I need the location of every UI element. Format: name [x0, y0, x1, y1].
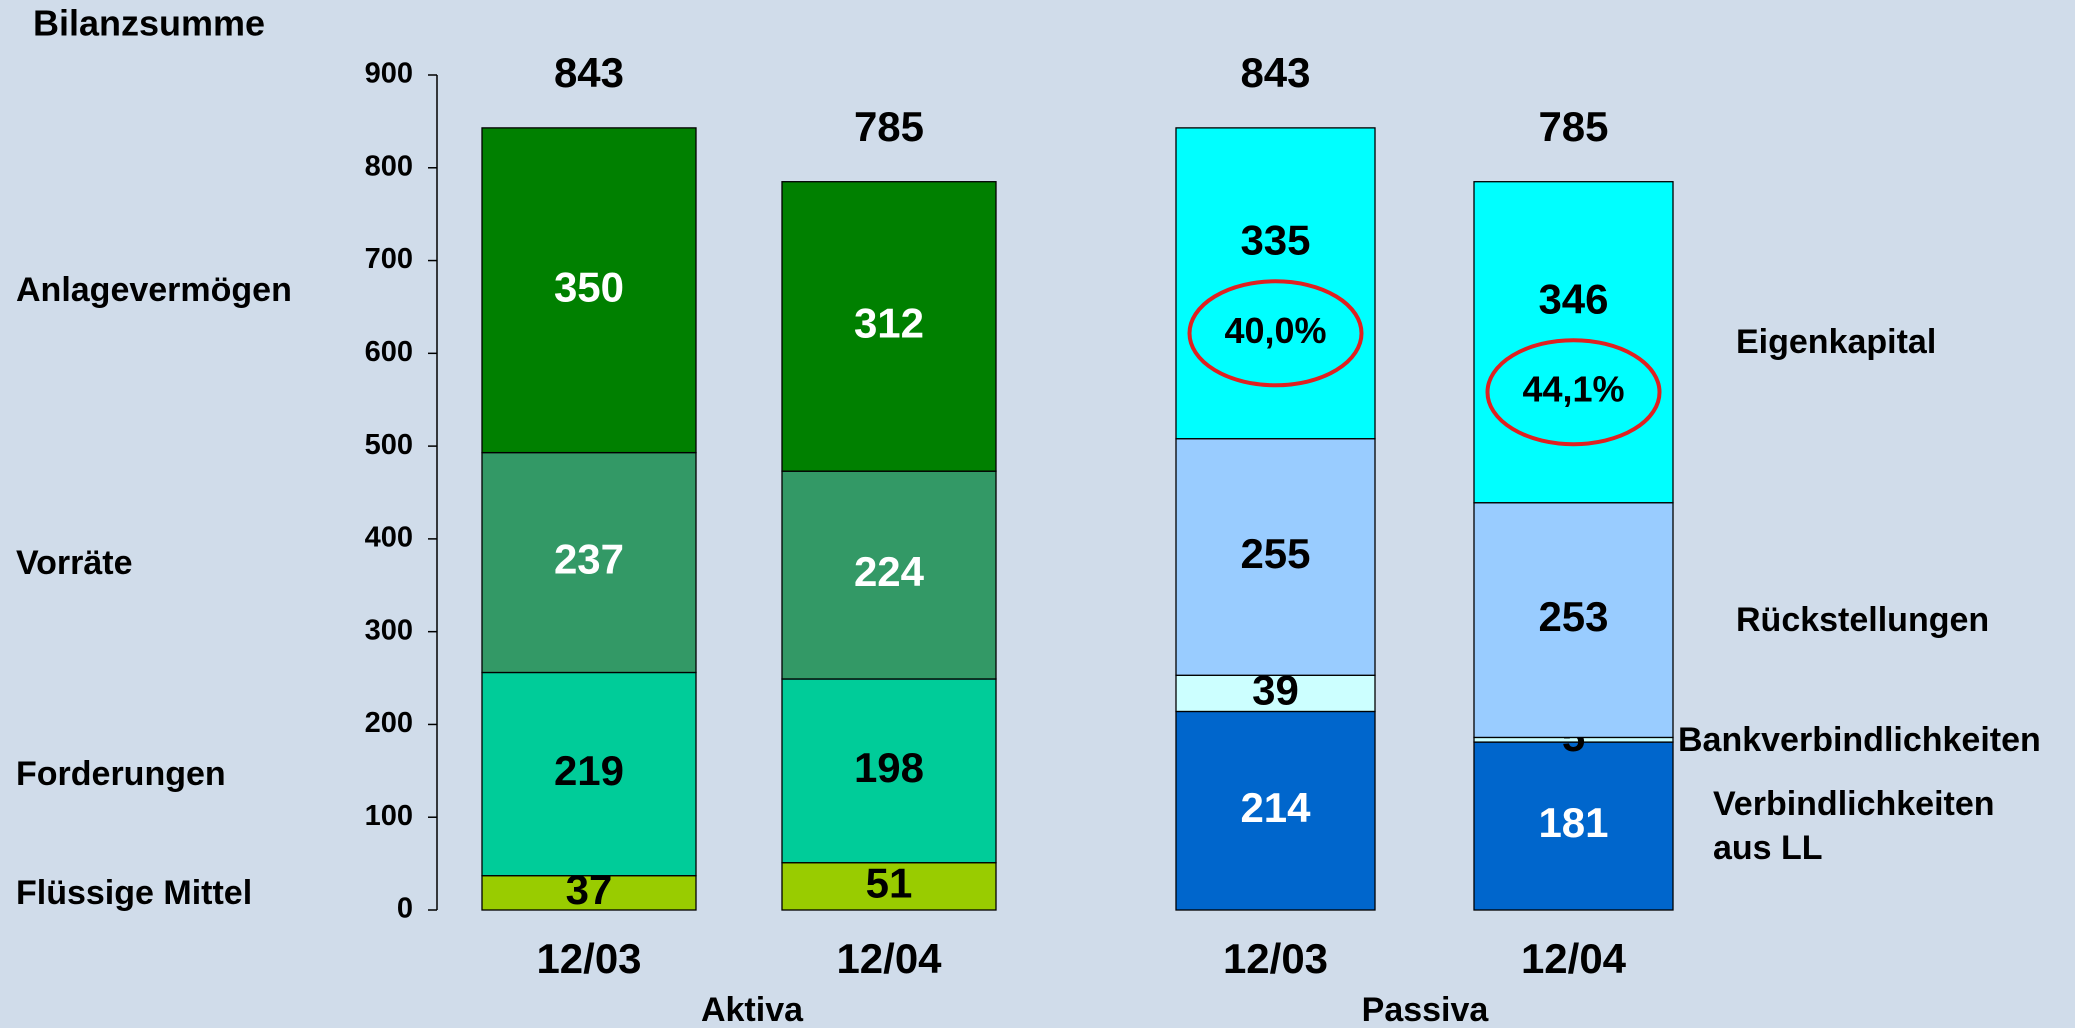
value-label: 51 [866, 859, 913, 906]
y-tick-label: 600 [365, 336, 413, 368]
y-tick-label: 500 [365, 429, 413, 461]
bar-segment [481, 127, 697, 454]
chart-title: Bilanzsumme [33, 3, 265, 44]
value-label: 255 [1240, 530, 1310, 577]
value-label: 312 [854, 300, 924, 347]
y-tick-label: 900 [365, 58, 413, 90]
value-label: 253 [1538, 593, 1608, 640]
total-label: 785 [1538, 103, 1608, 150]
legend-label: Vorräte [16, 543, 133, 582]
y-tick-label: 300 [365, 614, 413, 646]
total-label: 843 [1240, 49, 1310, 96]
bar-segment [1175, 438, 1376, 676]
group-label: Passiva [1362, 991, 1490, 1028]
total-label: 785 [854, 103, 924, 150]
x-tick-label: 12/03 [1223, 935, 1328, 982]
value-label: 346 [1538, 275, 1608, 322]
y-tick-label: 400 [365, 522, 413, 554]
ratio-label: 40,0% [1224, 310, 1326, 351]
y-tick-label: 800 [365, 150, 413, 182]
legend-label: Eigenkapital [1736, 323, 1937, 362]
bar-segment [781, 862, 997, 911]
value-label: 237 [554, 536, 624, 583]
highlight-ellipse [1485, 338, 1662, 447]
bar-segment [481, 451, 697, 674]
y-tick-label: 0 [397, 893, 413, 925]
value-label: 350 [554, 263, 624, 310]
total-label: 843 [554, 49, 624, 96]
bar-segment [481, 671, 697, 877]
group-label: Aktiva [701, 991, 804, 1028]
value-label: 219 [554, 747, 624, 794]
value-label: 224 [854, 548, 925, 595]
legend-label: Rückstellungen [1736, 600, 1990, 639]
y-tick-label: 700 [365, 243, 413, 275]
highlight-ellipse [1187, 279, 1364, 388]
bar-segment [781, 678, 997, 864]
legend-label: Bankverbindlichkeiten [1678, 720, 2041, 759]
legend-label: Flüssige Mittel [16, 873, 253, 912]
x-tick-label: 12/04 [836, 935, 942, 982]
legend-label: Forderungen [16, 754, 226, 793]
value-label: 335 [1240, 216, 1310, 263]
bar-segment [1473, 741, 1674, 911]
bar-segment [1473, 502, 1674, 739]
y-tick-label: 200 [365, 707, 413, 739]
y-tick-label: 100 [365, 800, 413, 832]
ratio-label: 44,1% [1522, 369, 1624, 410]
bar-segment [481, 875, 697, 911]
bar-segment [1175, 710, 1376, 911]
legend-label: Anlagevermögen [16, 271, 292, 310]
legend-label: Verbindlichkeiten aus LL [1713, 784, 1995, 868]
bar-segment [1175, 674, 1376, 713]
x-tick-label: 12/03 [536, 935, 641, 982]
x-tick-label: 12/04 [1521, 935, 1627, 982]
value-label: 181 [1538, 799, 1608, 846]
value-label: 198 [854, 744, 924, 791]
bar-segment [781, 181, 997, 472]
value-label: 214 [1240, 784, 1311, 831]
bar-segment [781, 470, 997, 680]
